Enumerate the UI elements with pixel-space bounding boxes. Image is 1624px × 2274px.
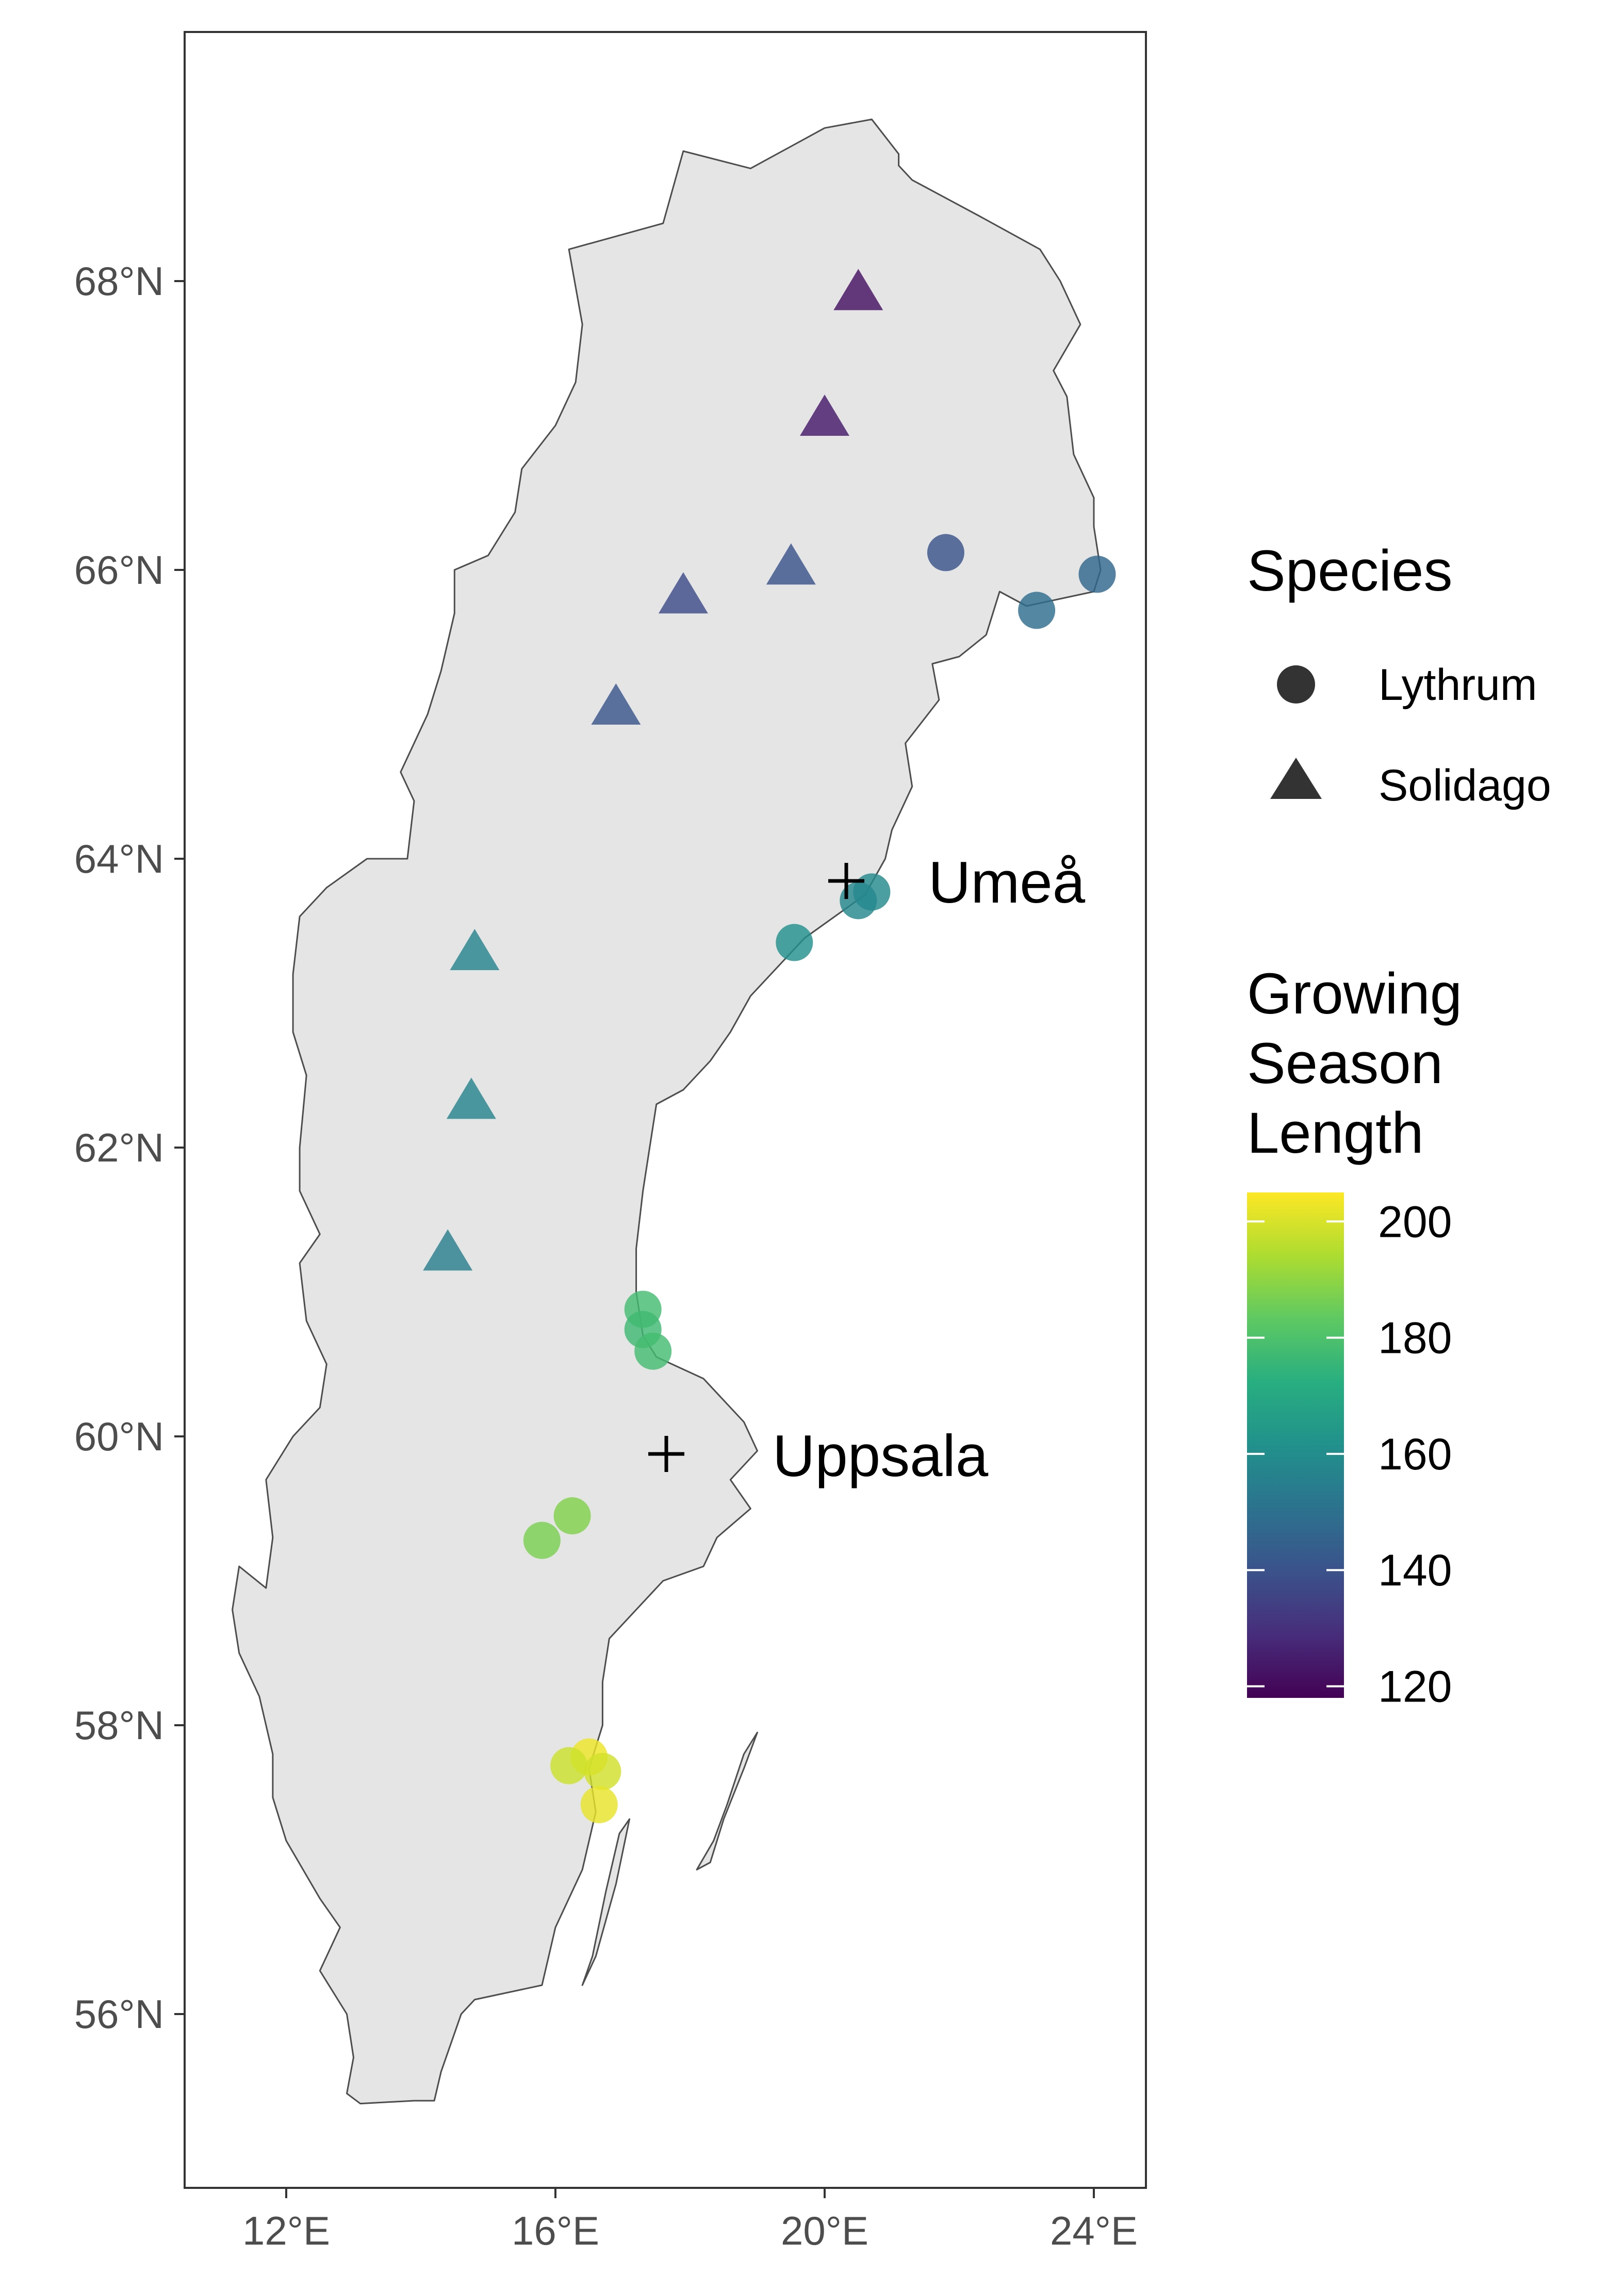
solidago-point [423,1229,473,1271]
lythrum-point [776,924,813,961]
colorbar-tick-label: 120 [1378,1662,1452,1712]
species-legend-title: Species [1247,538,1452,603]
lythrum-point [580,1786,618,1823]
lythrum-point [927,534,964,571]
solidago-point [766,543,816,585]
solidago-point [446,1077,496,1119]
x-axis: 12°E 16°E 20°E 24°E [242,2188,1138,2253]
lythrum-point [840,882,877,920]
y-tick-label: 60°N [74,1414,164,1459]
legend-circle-icon [1277,665,1315,704]
solidago-point [800,395,849,436]
species-legend: Species Lythrum Solidago [1247,538,1551,810]
lythrum-point [523,1522,561,1559]
colorbar-tick-label: 140 [1378,1546,1452,1595]
colorbar-title-line: Season [1247,1031,1443,1095]
city-marker-umea [828,863,864,899]
species-legend-label: Lythrum [1379,660,1537,710]
y-tick-label: 66°N [74,547,164,593]
y-tick-label: 68°N [74,258,164,304]
x-tick-label: 12°E [242,2208,330,2253]
colorbar-tick-label: 180 [1378,1314,1452,1363]
colorbar-tick-label: 160 [1378,1430,1452,1479]
city-marker-uppsala [648,1436,684,1472]
y-axis: 56°N 58°N 60°N 62°N 64°N 66°N 68°N [74,258,185,2037]
colorbar-title-line: Length [1247,1101,1424,1165]
x-tick-label: 20°E [781,2208,868,2253]
lythrum-point [1018,592,1056,629]
colorbar-tick-label: 200 [1378,1197,1452,1247]
lythrum-point [550,1747,588,1785]
lythrum-point [553,1497,591,1534]
solidago-point [833,269,883,310]
y-tick-label: 56°N [74,1991,164,2037]
solidago-point [450,929,500,970]
y-tick-label: 64°N [74,836,164,881]
x-tick-label: 24°E [1050,2208,1138,2253]
colorbar-legend: Growing Season Length 120 140 160 180 200 [1247,961,1462,1712]
city-label-umea: Umeå [928,850,1086,915]
y-tick-label: 62°N [74,1125,164,1170]
colorbar-ticks: 120 140 160 180 200 [1247,1197,1452,1712]
points-layer [423,269,1116,1823]
cities-layer: Umeå Uppsala [648,850,1086,1489]
city-label-uppsala: Uppsala [773,1424,989,1489]
x-tick-label: 16°E [512,2208,599,2253]
gotland-island [696,1731,758,1871]
oland-island [581,1818,631,1986]
lythrum-point [1078,555,1116,593]
lythrum-point [584,1753,621,1790]
lythrum-point [634,1332,672,1370]
y-tick-label: 58°N [74,1703,164,1748]
species-legend-label: Solidago [1379,761,1551,810]
colorbar-title-line: Growing [1247,961,1462,1026]
colorbar-gradient [1247,1192,1344,1698]
solidago-point [591,683,641,725]
solidago-point [658,572,708,614]
legend-triangle-icon [1270,758,1322,799]
